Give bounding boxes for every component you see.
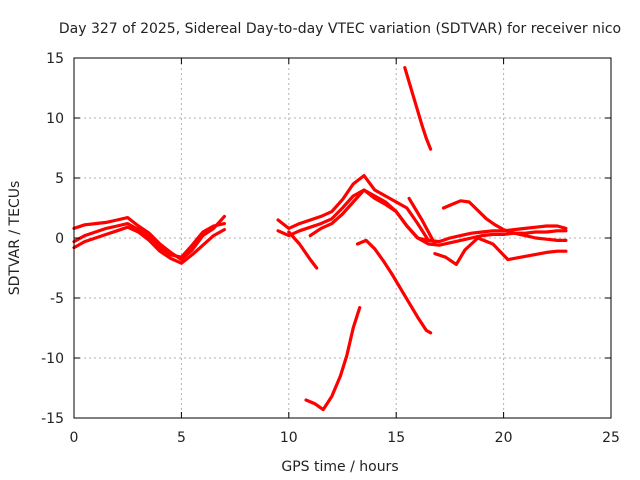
x-axis-label: GPS time / hours [281, 459, 398, 475]
x-tick-label: 10 [280, 430, 298, 446]
x-tick-label: 15 [387, 430, 405, 446]
series-line-11 [403, 65, 433, 151]
series-line-8 [407, 196, 437, 246]
series-line-6 [287, 230, 319, 270]
grid [74, 58, 611, 418]
axis-ticks: 0 5 10 15 20 25 -15 -10 -5 0 5 10 15 [41, 51, 620, 446]
y-tick-label: -15 [41, 411, 64, 427]
y-tick-label: -10 [41, 351, 64, 367]
x-tick-label: 0 [70, 430, 79, 446]
series-line-12 [304, 306, 362, 412]
series-line-2 [72, 222, 226, 259]
y-tick-label: 10 [46, 111, 64, 127]
y-axis-label: SDTVAR / TECUs [7, 181, 23, 296]
series-line-10 [441, 199, 568, 242]
series-line-7 [308, 188, 430, 242]
series-line-3 [72, 225, 226, 265]
y-tick-label: -5 [50, 291, 64, 307]
chart-title: Day 327 of 2025, Sidereal Day-to-day VTE… [59, 21, 621, 37]
y-tick-label: 5 [55, 171, 64, 187]
series-line-4 [276, 174, 568, 244]
x-tick-label: 20 [495, 430, 513, 446]
x-tick-label: 5 [177, 430, 186, 446]
x-tick-label: 25 [602, 430, 620, 446]
series-group [72, 65, 568, 412]
series-line-9 [433, 236, 568, 266]
series-line-1 [72, 214, 226, 262]
series-line-13 [355, 238, 433, 335]
y-tick-label: 0 [55, 231, 64, 247]
y-tick-label: 15 [46, 51, 64, 67]
